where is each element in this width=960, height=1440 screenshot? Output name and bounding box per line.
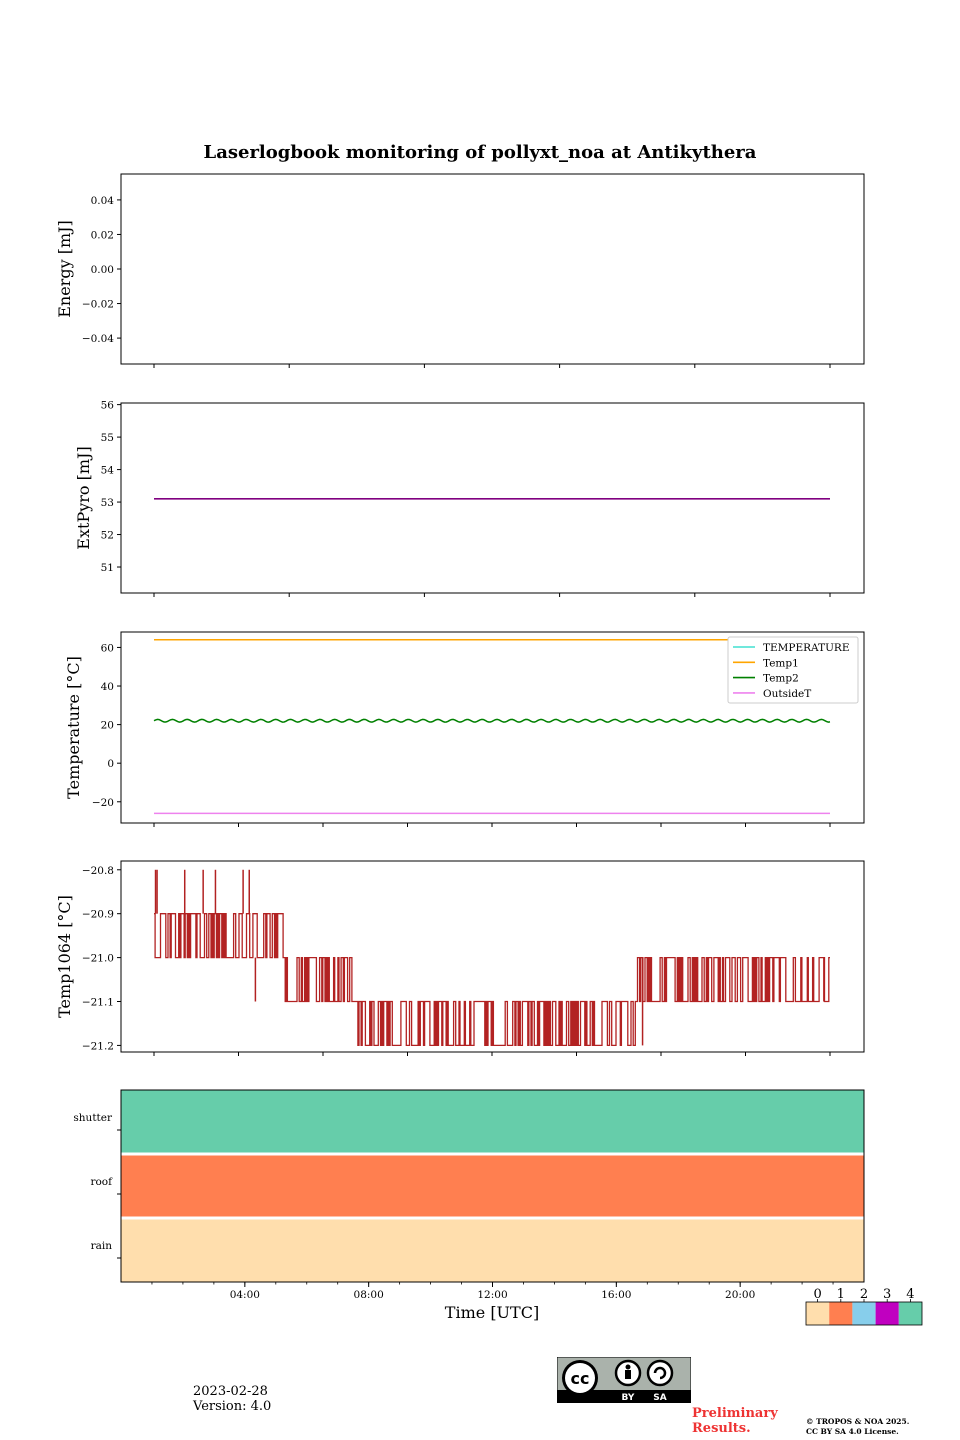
y-tick-label: −21.0 bbox=[82, 953, 114, 965]
colorbar-segment-4 bbox=[898, 1302, 922, 1325]
legend-label: Temp2 bbox=[763, 673, 799, 685]
y-tick-label: 53 bbox=[101, 497, 114, 509]
x-tick-label: 16:00 bbox=[601, 1289, 631, 1301]
colorbar-tick-label: 1 bbox=[837, 1287, 845, 1302]
preliminary-results-label: Preliminary Results. bbox=[692, 1406, 778, 1436]
y-tick-label: −0.02 bbox=[82, 299, 114, 311]
y-tick-label: 60 bbox=[101, 642, 114, 654]
copyright-notice: © TROPOS & NOA 2025. CC BY SA 4.0 Licens… bbox=[806, 1417, 909, 1437]
row-label-rain: rain bbox=[91, 1240, 113, 1252]
colorbar-segment-2 bbox=[852, 1302, 876, 1325]
row-label-roof: roof bbox=[90, 1176, 113, 1188]
series-line-temp1064 bbox=[154, 913, 830, 1047]
colorbar-tick-label: 2 bbox=[860, 1287, 868, 1302]
x-tick-label: 20:00 bbox=[725, 1289, 755, 1301]
axes-frame-2 bbox=[120, 402, 865, 594]
version-label: Version: 4.0 bbox=[193, 1399, 272, 1414]
y-tick-label: −21.2 bbox=[82, 1040, 114, 1052]
status-bar-roof bbox=[121, 1154, 864, 1218]
colorbar-tick-label: 4 bbox=[906, 1287, 914, 1302]
status-bar-shutter bbox=[121, 1090, 864, 1154]
y-tick-label: −20 bbox=[92, 797, 114, 809]
colorbar-segment-0 bbox=[806, 1302, 830, 1325]
y-tick-label: 55 bbox=[101, 432, 114, 444]
x-tick-label: 08:00 bbox=[354, 1289, 384, 1301]
y-tick-label: −21.1 bbox=[82, 997, 114, 1009]
y-axis-label: Temp1064 [°C] bbox=[55, 895, 74, 1018]
legend-label: OutsideT bbox=[763, 688, 811, 700]
copyright-line-1: © TROPOS & NOA 2025. bbox=[806, 1417, 910, 1426]
y-tick-label: 0 bbox=[107, 758, 114, 770]
y-tick-label: 56 bbox=[101, 400, 115, 412]
axes-frame-1 bbox=[120, 173, 865, 365]
colorbar-segment-1 bbox=[829, 1302, 853, 1325]
y-tick-label: 0.02 bbox=[91, 229, 114, 241]
legend-box bbox=[727, 636, 859, 704]
colorbar-tick-label: 3 bbox=[883, 1287, 891, 1302]
cc-badge-text: cc bbox=[571, 1369, 590, 1388]
date-version-block: 2023-02-28 Version: 4.0 bbox=[193, 1384, 271, 1414]
y-tick-label: 51 bbox=[101, 562, 114, 574]
x-axis-label: Time [UTC] bbox=[445, 1303, 539, 1322]
colorbar-segment-3 bbox=[875, 1302, 899, 1325]
y-tick-label: 40 bbox=[101, 681, 114, 693]
copyright-line-2: CC BY SA 4.0 License. bbox=[806, 1427, 899, 1436]
y-tick-label: 20 bbox=[101, 720, 114, 732]
colorbar-tick-label: 0 bbox=[813, 1287, 821, 1302]
status-bar-rain bbox=[121, 1218, 864, 1282]
y-tick-label: −20.8 bbox=[82, 865, 114, 877]
y-tick-label: −20.9 bbox=[82, 909, 114, 921]
x-tick-label: 12:00 bbox=[477, 1289, 507, 1301]
date-label: 2023-02-28 bbox=[193, 1384, 268, 1399]
figure-title: Laserlogbook monitoring of pollyxt_noa a… bbox=[204, 142, 757, 163]
x-tick-label: 04:00 bbox=[230, 1289, 260, 1301]
series-line-temp2 bbox=[153, 718, 831, 723]
y-tick-label: −0.04 bbox=[82, 333, 114, 345]
chart-panels: 0.04 0.02 0.00 −0.02 −0.04 Energy [mJ] 51 52 53 5… bbox=[55, 173, 923, 1326]
legend-label: Temp1 bbox=[763, 657, 799, 669]
y-axis-label: Energy [mJ] bbox=[55, 220, 74, 318]
cc-badge-by: BY bbox=[622, 1393, 635, 1403]
row-label-shutter: shutter bbox=[73, 1112, 113, 1124]
y-axis-label: Temperature [°C] bbox=[64, 656, 83, 799]
y-tick-label: 0.00 bbox=[91, 264, 114, 276]
y-tick-label: 54 bbox=[101, 465, 115, 477]
cc-badge-sa: SA bbox=[653, 1393, 666, 1403]
y-tick-label: 52 bbox=[101, 530, 114, 542]
y-tick-label: 0.04 bbox=[91, 195, 115, 207]
legend-label: TEMPERATURE bbox=[763, 642, 850, 654]
cc-by-sa-icon: cc BY SA bbox=[557, 1357, 691, 1403]
y-axis-label: ExtPyro [mJ] bbox=[74, 446, 93, 549]
